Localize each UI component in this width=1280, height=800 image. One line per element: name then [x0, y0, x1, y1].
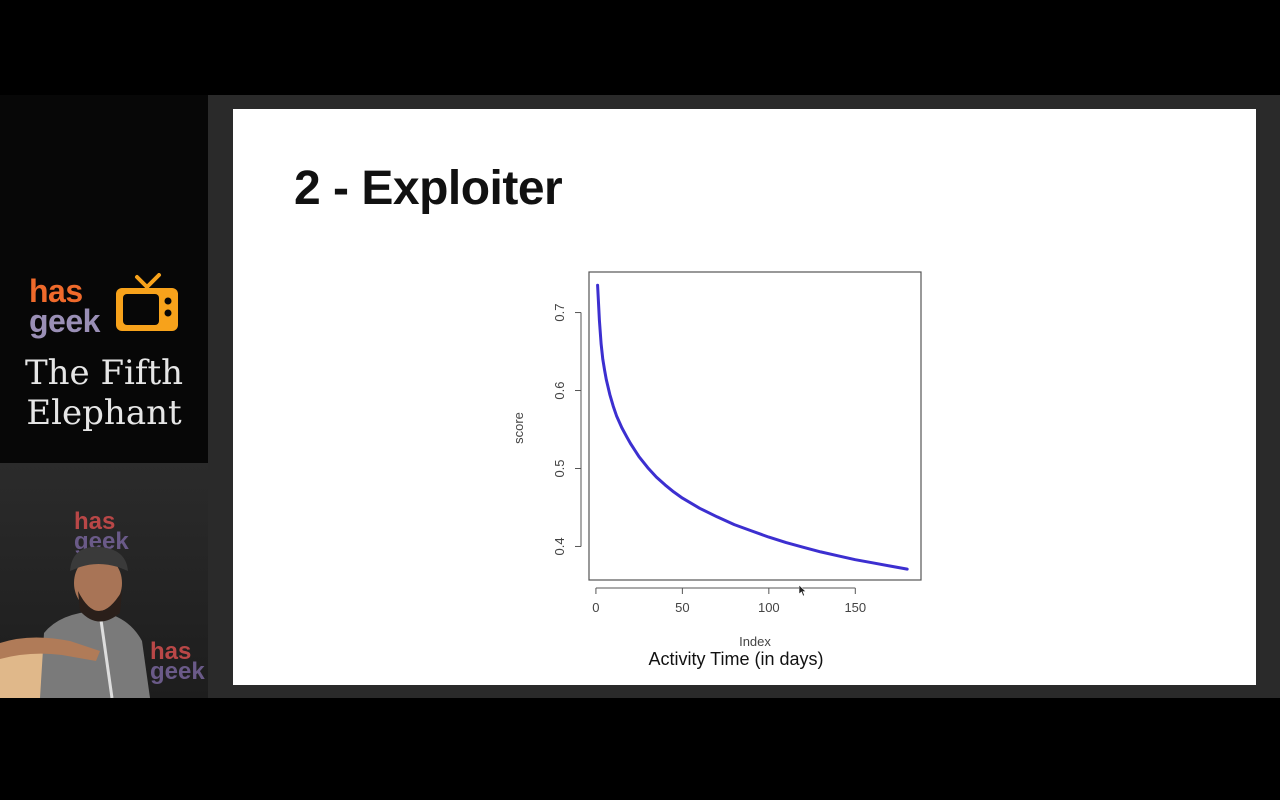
- series-line: [596, 283, 909, 571]
- backdrop-logo-has-2: has: [150, 638, 192, 665]
- y-tick-label: 0.5: [552, 459, 567, 477]
- speaker-figure: [0, 546, 150, 698]
- slide-title: 2 - Exploiter: [294, 162, 563, 215]
- x-tick-label: 150: [844, 600, 866, 615]
- y-tick-label: 0.4: [552, 537, 567, 555]
- slide: 2 - Exploiter 0 50 100 150 0.4 0.5 0.6 0.7 Inde…: [233, 109, 1256, 685]
- speaker-video: has geek has geek: [0, 463, 208, 698]
- y-tick-label: 0.7: [552, 304, 567, 322]
- hasgeek-logo-has: has: [29, 273, 83, 309]
- hasgeek-logo-geek: geek: [29, 303, 100, 339]
- event-name-line2: Elephant: [26, 393, 182, 433]
- backdrop-logo-has: has: [74, 508, 116, 535]
- score-chart: 0 50 100 150 0.4 0.5 0.6 0.7 Index score Activi…: [511, 271, 922, 669]
- x-tick-label: 0: [592, 600, 599, 615]
- mouse-cursor-icon: [799, 585, 807, 597]
- backdrop-logo-geek-2: geek: [150, 658, 205, 685]
- x-tick-label: 50: [675, 600, 689, 615]
- logo-panel: has geek The Fifth Elephant: [0, 95, 208, 463]
- sidebar: has geek The Fifth Elephant has geek has…: [0, 95, 208, 698]
- x-axis-label: Index: [739, 634, 771, 649]
- event-name-line1: The Fifth: [24, 353, 184, 393]
- plot-frame: [588, 271, 922, 581]
- chart-caption: Activity Time (in days): [648, 649, 823, 669]
- chart-axes: 0 50 100 150 0.4 0.5 0.6 0.7: [552, 304, 866, 615]
- tv-icon: [116, 273, 178, 331]
- x-tick-label: 100: [758, 600, 780, 615]
- y-tick-label: 0.6: [552, 381, 567, 399]
- y-axis-label: score: [511, 412, 526, 444]
